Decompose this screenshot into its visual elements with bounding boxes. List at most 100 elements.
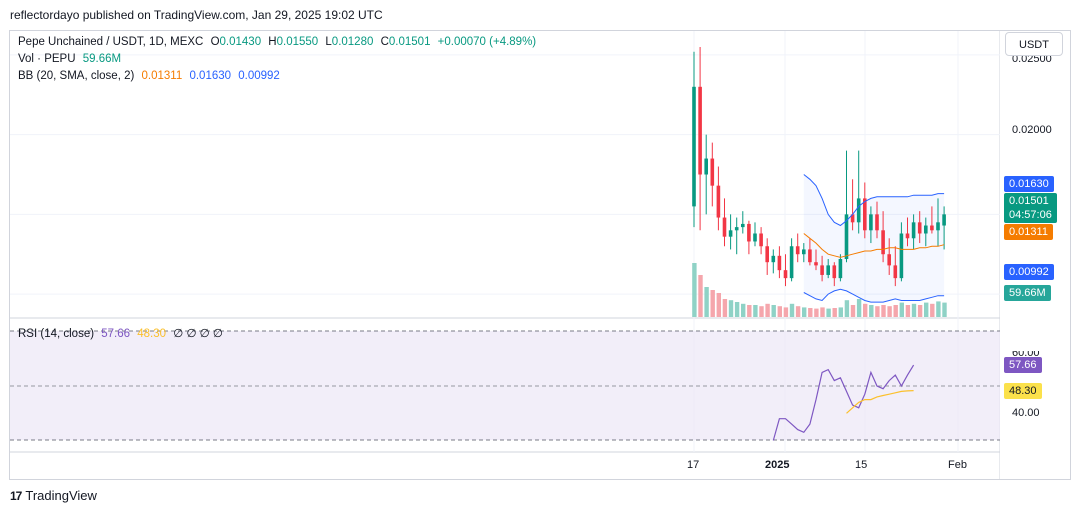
open-label: O xyxy=(210,36,220,48)
volume-bar xyxy=(802,307,807,317)
bb-basis-value: 0.01311 xyxy=(141,70,183,82)
bb-upper-price-tag: 0.01630 xyxy=(1004,176,1054,192)
close-label: C xyxy=(380,36,389,48)
rsi-axis-label-40: 40.00 xyxy=(1012,407,1040,419)
candle-body xyxy=(844,214,849,260)
volume-bar xyxy=(832,308,837,317)
rsi-value-tag: 57.66 xyxy=(1004,357,1042,373)
time-label-15: 15 xyxy=(855,459,868,471)
high-value: 0.01550 xyxy=(276,36,319,48)
candle-body xyxy=(710,158,715,186)
volume-value: 59.66M xyxy=(82,53,122,65)
candle-body xyxy=(692,86,696,207)
low-label: L xyxy=(325,36,332,48)
volume-bar xyxy=(747,305,752,317)
volume-bar xyxy=(753,305,758,317)
candle-body xyxy=(893,265,898,279)
tradingview-logo-icon: 17 xyxy=(10,488,22,503)
symbol-name: Pepe Unchained / USDT, 1D, MEXC xyxy=(18,36,204,48)
volume-bar xyxy=(893,305,898,317)
bollinger-band-lines xyxy=(803,174,945,303)
volume-bar xyxy=(734,302,740,317)
high-label: H xyxy=(268,36,277,48)
volume-bar xyxy=(808,308,813,317)
candle-body xyxy=(850,214,855,223)
volume-bars xyxy=(692,263,947,317)
currency-button[interactable]: USDT xyxy=(1005,32,1063,56)
volume-bar xyxy=(905,305,911,317)
time-label-2025: 2025 xyxy=(765,459,790,471)
candle-body xyxy=(759,233,763,247)
volume-bar xyxy=(783,307,789,317)
volume-bar xyxy=(838,307,843,317)
rsi-ma-tag: 48.30 xyxy=(1004,383,1042,399)
volume-bar xyxy=(936,301,941,317)
close-value: 0.01501 xyxy=(388,36,431,48)
time-label-17: 17 xyxy=(687,459,700,471)
volume-bar xyxy=(728,300,734,317)
candle-body xyxy=(777,255,782,271)
change-value: +0.00070 (+4.89%) xyxy=(437,36,537,48)
volume-bar xyxy=(759,306,764,317)
chart-canvas[interactable] xyxy=(10,31,1000,479)
volume-bar xyxy=(930,303,935,317)
open-value: 0.01430 xyxy=(219,36,262,48)
candle-body xyxy=(734,227,739,231)
candle-body xyxy=(814,262,818,266)
candle-body xyxy=(826,265,830,275)
candle-body xyxy=(722,217,727,237)
chart-frame xyxy=(9,30,1071,480)
volume-bar xyxy=(692,263,697,317)
volume-legend[interactable]: Vol · PEPU 59.66M xyxy=(18,53,125,65)
candle-body xyxy=(911,222,916,239)
candle-body xyxy=(875,214,879,231)
tradingview-footer[interactable]: 17 TradingView xyxy=(10,488,97,503)
bb-lower-value: 0.00992 xyxy=(238,70,280,82)
volume-bar xyxy=(887,306,892,317)
volume-bar xyxy=(942,302,947,317)
bb-label: BB (20, SMA, close, 2) xyxy=(18,70,135,82)
candle-body xyxy=(716,185,721,218)
bb-upper-line xyxy=(803,174,945,227)
volume-bar xyxy=(856,299,862,317)
symbol-legend[interactable]: Pepe Unchained / USDT, 1D, MEXC O0.01430… xyxy=(18,36,540,48)
candle-body xyxy=(942,214,946,226)
volume-bar xyxy=(850,305,856,317)
volume-bar xyxy=(924,302,929,317)
bb-area xyxy=(803,174,945,303)
rsi-legend[interactable]: RSI (14, close) 57.66 48.30 ∅ ∅ ∅ ∅ xyxy=(18,326,227,340)
volume-bar xyxy=(875,306,880,317)
candle-body xyxy=(728,230,733,237)
rsi-axis-label-60: 60.00 xyxy=(1012,351,1040,359)
volume-bar xyxy=(917,305,923,317)
rsi-ma-value: 48.30 xyxy=(137,328,167,340)
volume-bar xyxy=(716,293,721,317)
bb-lower-price-tag: 0.00992 xyxy=(1004,264,1054,280)
last-price-value: 0.01501 xyxy=(1009,195,1049,207)
bb-legend[interactable]: BB (20, SMA, close, 2) 0.01311 0.01630 0… xyxy=(18,70,284,82)
low-value: 0.01280 xyxy=(331,36,374,48)
volume-bar xyxy=(741,303,746,317)
rsi-lines xyxy=(772,364,915,441)
candle-body xyxy=(936,222,940,231)
candle-body xyxy=(856,198,861,223)
volume-bar xyxy=(881,305,886,317)
bollinger-band-fill xyxy=(803,174,945,303)
volume-bar xyxy=(814,308,819,317)
candle-body xyxy=(930,225,934,231)
volume-bar xyxy=(844,300,850,317)
volume-bar xyxy=(765,303,770,317)
price-axis-label: 0.02000 xyxy=(1012,124,1052,136)
countdown-timer: 04:57:06 xyxy=(1009,209,1052,221)
volume-bar xyxy=(869,305,874,317)
price-axis-label-top: 0.02500 xyxy=(1012,56,1052,65)
volume-bar xyxy=(911,303,917,317)
volume-bar xyxy=(771,305,776,317)
candle-body xyxy=(765,246,769,263)
rsi-label: RSI (14, close) xyxy=(18,328,95,340)
time-label-feb: Feb xyxy=(948,459,967,471)
tradingview-brand: TradingView xyxy=(25,488,97,503)
bb-basis-price-tag: 0.01311 xyxy=(1004,224,1053,240)
rsi-value: 57.66 xyxy=(101,328,131,340)
rsi-extra-values: ∅ ∅ ∅ ∅ xyxy=(173,328,223,340)
